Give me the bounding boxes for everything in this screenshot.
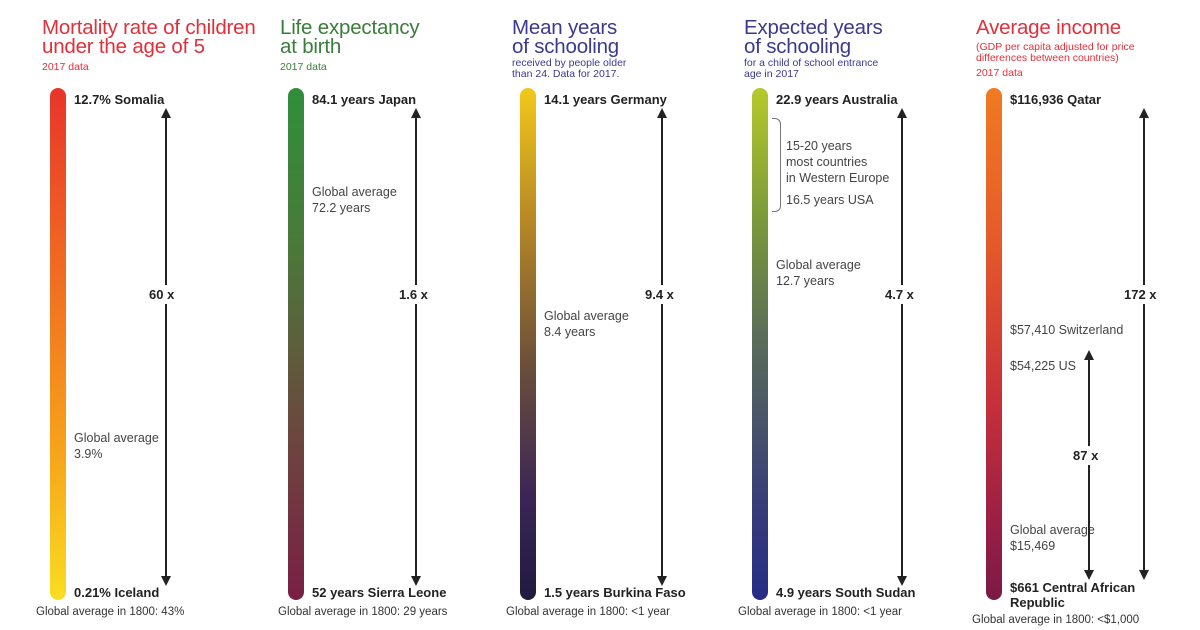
income-us-ratio: 87 x <box>1070 446 1102 465</box>
life-average-label: Global average 72.2 years <box>312 185 397 215</box>
mortality-average-label: Global average 3.9% <box>74 431 159 461</box>
mean-schooling-title: Mean years of schooling <box>512 16 620 58</box>
mortality-top-label: 12.7% Somalia <box>74 92 165 107</box>
income-top-label: $116,936 Qatar <box>1010 92 1102 107</box>
expected-schooling-footer: Global average in 1800: <1 year <box>738 606 902 618</box>
income-title: Average income <box>976 16 1121 39</box>
mean-schooling-bottom-label: 1.5 years Burkina Faso <box>544 585 686 600</box>
expected-schooling-panel: Expected years of schooling for a child … <box>738 0 964 630</box>
income-subtitle-year: 2017 data <box>976 67 1023 79</box>
income-us-label: $54,225 US <box>1010 359 1077 373</box>
expected-schooling-bracket-label: 15-20 years most countries in Western Eu… <box>786 139 890 185</box>
expected-schooling-range-arrow <box>896 108 908 586</box>
mean-schooling-range-arrow <box>656 108 668 586</box>
expected-schooling-usa-label: 16.5 years USA <box>786 193 874 207</box>
life-expectancy-panel: Life expectancy at birth 2017 data 84.1 … <box>278 0 500 630</box>
life-subtitle: 2017 data <box>280 61 327 73</box>
expected-schooling-gradient-bar <box>752 88 768 600</box>
mean-schooling-top-label: 14.1 years Germany <box>544 92 667 107</box>
expected-schooling-subtitle: for a child of school entrance age in 20… <box>744 57 879 80</box>
expected-schooling-bracket <box>772 118 781 212</box>
mortality-ratio: 60 x <box>146 285 178 304</box>
life-footer: Global average in 1800: 29 years <box>278 606 448 618</box>
mortality-gradient-bar <box>50 88 66 600</box>
life-top-label: 84.1 years Japan <box>312 92 417 107</box>
mean-schooling-subtitle: received by people older than 24. Data f… <box>512 57 627 80</box>
expected-schooling-title: Expected years of schooling <box>744 16 883 58</box>
income-footer: Global average in 1800: <$1,000 <box>972 614 1140 626</box>
income-subtitle: (GDP per capita adjusted for price diffe… <box>976 41 1135 64</box>
life-range-arrow <box>410 108 422 586</box>
life-title: Life expectancy at birth <box>280 16 420 58</box>
expected-schooling-bottom-label: 4.9 years South Sudan <box>776 585 916 600</box>
income-ratio: 172 x <box>1121 285 1160 304</box>
expected-schooling-average-label: Global average 12.7 years <box>776 258 861 288</box>
expected-schooling-top-label: 22.9 years Australia <box>776 92 898 107</box>
mean-schooling-panel: Mean years of schooling received by peop… <box>506 0 732 630</box>
mortality-panel: Mortality rate of children under the age… <box>36 0 282 630</box>
mortality-range-arrow <box>160 108 172 586</box>
income-us-range-arrow <box>1083 350 1095 580</box>
mean-schooling-average-label: Global average 8.4 years <box>544 309 629 339</box>
mortality-bottom-label: 0.21% Iceland <box>74 585 160 600</box>
life-ratio: 1.6 x <box>396 285 431 304</box>
mean-schooling-ratio: 9.4 x <box>642 285 677 304</box>
mortality-title: Mortality rate of children under the age… <box>42 16 256 58</box>
mortality-subtitle: 2017 data <box>42 61 89 73</box>
life-bottom-label: 52 years Sierra Leone <box>312 585 447 600</box>
expected-schooling-ratio: 4.7 x <box>882 285 917 304</box>
mean-schooling-gradient-bar <box>520 88 536 600</box>
income-gradient-bar <box>986 88 1002 600</box>
income-range-arrow <box>1138 108 1150 580</box>
income-switzerland-label: $57,410 Switzerland <box>1010 323 1124 337</box>
income-panel: Average income (GDP per capita adjusted … <box>972 0 1196 630</box>
life-gradient-bar <box>288 88 304 600</box>
income-bottom-label: $661 Central African Republic <box>1010 580 1136 610</box>
mortality-footer: Global average in 1800: 43% <box>36 606 185 618</box>
mean-schooling-footer: Global average in 1800: <1 year <box>506 606 670 618</box>
income-average-label: Global average $15,469 <box>1010 523 1095 553</box>
